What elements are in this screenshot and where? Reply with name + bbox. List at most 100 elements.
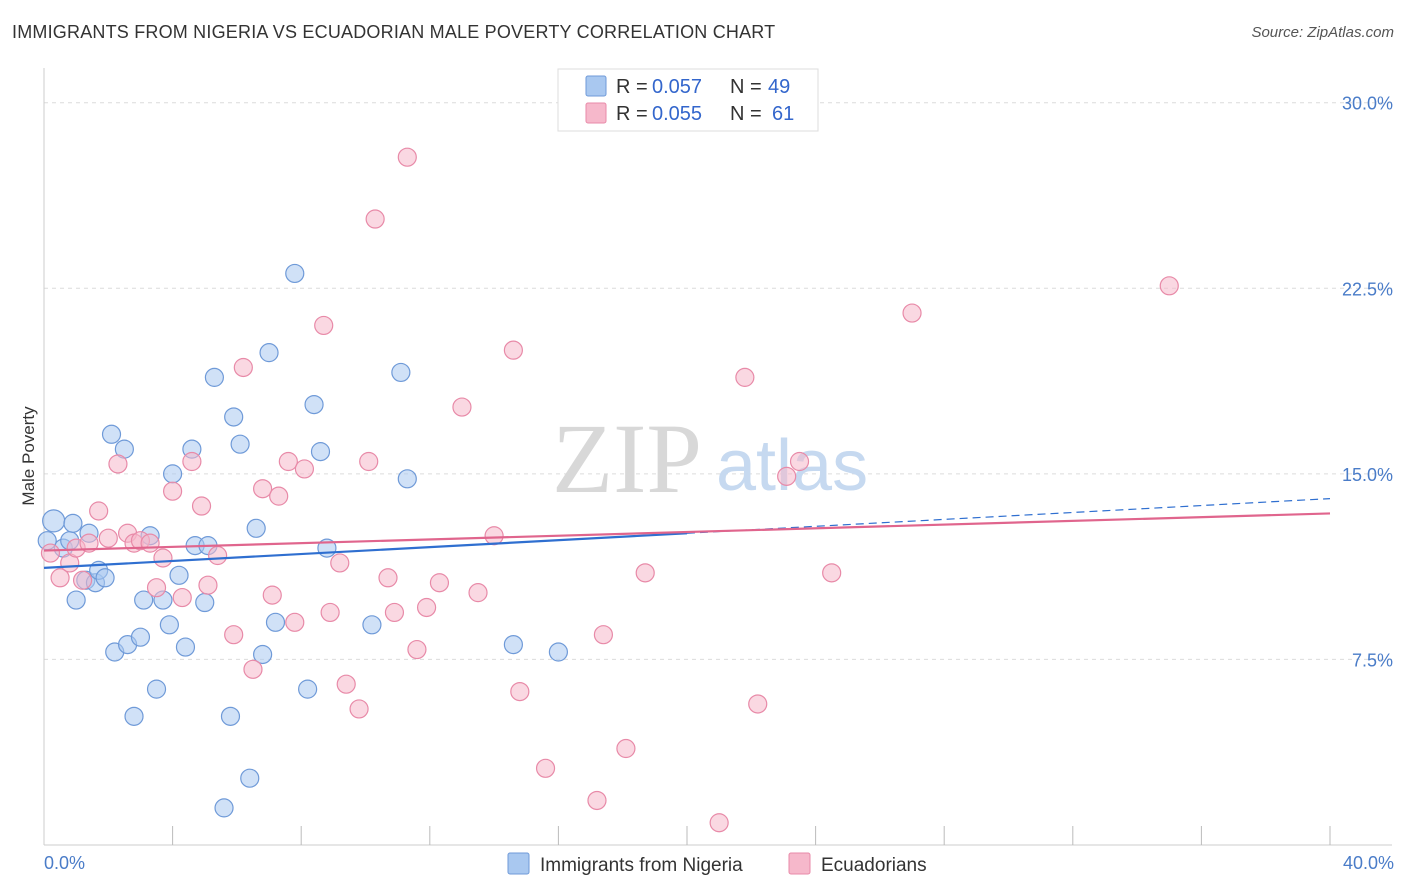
nigeria-point-16 xyxy=(134,590,154,610)
ecuadorian-point-25 xyxy=(262,585,282,605)
bottom-legend-label-ecuadorians: Ecuadorians xyxy=(821,855,927,876)
nigeria-point-18 xyxy=(146,679,167,699)
nigeria-trend-dashed xyxy=(686,498,1331,534)
nigeria-point-21 xyxy=(163,464,183,484)
ecuadorian-point-4 xyxy=(72,570,93,590)
ecuadorian-point-30 xyxy=(320,602,340,623)
ecuadorian-point-35 xyxy=(359,451,379,472)
ecuadorian-point-20 xyxy=(208,545,228,566)
nigeria-point-38 xyxy=(285,263,305,284)
nigeria-point-44 xyxy=(391,362,411,383)
ecuadorian-point-36 xyxy=(365,209,385,229)
ecuadorian-point-47 xyxy=(510,681,530,702)
nigeria-point-36 xyxy=(259,343,279,363)
legend-r-value-1: 0.057 xyxy=(652,76,702,98)
ecuadorian-point-22 xyxy=(233,357,253,378)
ecuadorian-point-53 xyxy=(709,813,729,833)
ecuadorian-point-27 xyxy=(278,451,298,472)
ecuadorian-point-38 xyxy=(384,602,405,623)
bottom-legend: Immigrants from Nigeria Ecuadorians xyxy=(507,852,927,876)
trend-lines xyxy=(43,498,1331,569)
data-points xyxy=(37,147,1179,833)
ecuadorian-point-57 xyxy=(789,451,810,472)
nigeria-point-41 xyxy=(310,442,331,462)
watermark-zip: ZIP xyxy=(552,403,702,514)
ecuadorian-point-6 xyxy=(89,501,109,521)
bottom-legend-swatch-nigeria xyxy=(507,852,530,875)
nigeria-point-0 xyxy=(42,509,66,533)
ecuadorian-point-8 xyxy=(108,454,128,474)
ecuadorian-point-52 xyxy=(635,563,655,583)
legend-r-label-1: R = xyxy=(616,76,648,98)
ecuadorian-point-0 xyxy=(40,543,61,563)
nigeria-trend-solid xyxy=(43,532,688,569)
ecuadorian-point-44 xyxy=(468,583,488,603)
nigeria-point-26 xyxy=(195,592,215,613)
ecuadorian-point-13 xyxy=(146,578,167,598)
ecuadorian-point-5 xyxy=(79,533,99,553)
ecuadorian-point-45 xyxy=(484,526,504,546)
nigeria-point-9 xyxy=(95,568,115,588)
ecuadorian-point-46 xyxy=(503,340,523,360)
legend-n-value-1: 49 xyxy=(768,76,790,98)
ecuadorian-point-51 xyxy=(616,738,636,759)
ecuadorian-point-32 xyxy=(330,553,350,573)
nigeria-point-22 xyxy=(169,565,189,585)
ecuadorian-point-15 xyxy=(163,481,183,501)
ecuadorian-point-58 xyxy=(822,563,842,583)
x-tick-max: 40.0% xyxy=(1343,853,1394,873)
ecuadorian-point-16 xyxy=(172,587,192,608)
ecuadorian-point-43 xyxy=(452,397,472,417)
ecuadorian-point-14 xyxy=(153,548,173,568)
nigeria-point-33 xyxy=(240,768,260,788)
ecuadorian-point-50 xyxy=(593,625,614,645)
ecuadorian-point-7 xyxy=(98,528,118,548)
bottom-legend-label-nigeria: Immigrants from Nigeria xyxy=(540,855,743,876)
ecuadorian-point-19 xyxy=(198,575,218,595)
ecuadorian-point-55 xyxy=(748,694,768,714)
nigeria-point-20 xyxy=(159,615,179,635)
nigeria-point-5 xyxy=(66,590,86,610)
ecuadorian-point-60 xyxy=(1159,276,1179,296)
ecuadorian-point-42 xyxy=(429,573,450,593)
chart-title: IMMIGRANTS FROM NIGERIA VS ECUADORIAN MA… xyxy=(12,22,776,42)
ecuadorian-point-18 xyxy=(191,496,212,516)
ecuadorian-point-59 xyxy=(902,303,922,323)
y-tick-labels: 7.5% 15.0% 22.5% 30.0% xyxy=(1342,94,1393,671)
nigeria-point-37 xyxy=(265,612,286,632)
y-axis-title: Male Poverty xyxy=(19,406,38,506)
source-label: Source: ZipAtlas.com xyxy=(1251,24,1394,41)
y-tick-label-0: 7.5% xyxy=(1352,650,1393,670)
nigeria-point-15 xyxy=(130,627,151,647)
ecuadorian-point-41 xyxy=(416,597,437,618)
nigeria-point-45 xyxy=(397,469,417,489)
nigeria-point-30 xyxy=(214,798,234,818)
gridlines xyxy=(44,102,1392,660)
nigeria-point-39 xyxy=(298,679,318,699)
ecuadorian-trend-line xyxy=(43,512,1331,552)
legend-n-value-2: 61 xyxy=(772,103,794,125)
legend-swatch-ecuadorians xyxy=(585,102,607,124)
ecuadorian-point-56 xyxy=(777,466,797,486)
x-tick-min: 0.0% xyxy=(44,853,85,873)
nigeria-point-43 xyxy=(362,615,382,635)
nigeria-point-14 xyxy=(124,706,144,726)
ecuadorian-point-21 xyxy=(224,625,244,645)
nigeria-point-34 xyxy=(246,518,266,538)
legend-r-label-2: R = xyxy=(616,103,648,125)
ecuadorian-point-40 xyxy=(407,639,427,660)
nigeria-point-29 xyxy=(220,706,241,726)
y-tick-label-2: 22.5% xyxy=(1342,279,1393,299)
ecuadorian-point-37 xyxy=(378,568,398,588)
ecuadorian-point-49 xyxy=(587,790,607,811)
nigeria-point-40 xyxy=(304,394,324,415)
nigeria-point-32 xyxy=(230,434,250,454)
nigeria-point-35 xyxy=(253,644,273,665)
ecuadorian-point-39 xyxy=(397,147,417,167)
legend-swatch-nigeria xyxy=(585,75,607,97)
bottom-legend-swatch-ecuadorians xyxy=(788,852,811,875)
ecuadorian-point-1 xyxy=(50,568,70,588)
ecuadorian-point-33 xyxy=(336,674,356,694)
legend-r-value-2: 0.055 xyxy=(652,103,702,125)
